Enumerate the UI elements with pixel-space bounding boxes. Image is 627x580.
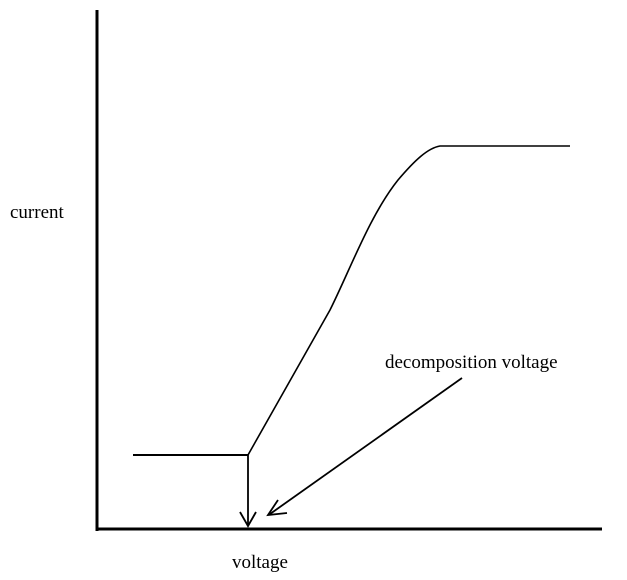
annotation-arrowhead <box>266 499 288 517</box>
drop-arrowhead <box>239 511 257 528</box>
y-axis-label: current <box>10 202 65 223</box>
annotation-arrow <box>269 377 463 515</box>
annotation-label: decomposition voltage <box>385 352 558 373</box>
x-axis-label: voltage <box>232 552 288 573</box>
current-curve <box>247 145 570 456</box>
